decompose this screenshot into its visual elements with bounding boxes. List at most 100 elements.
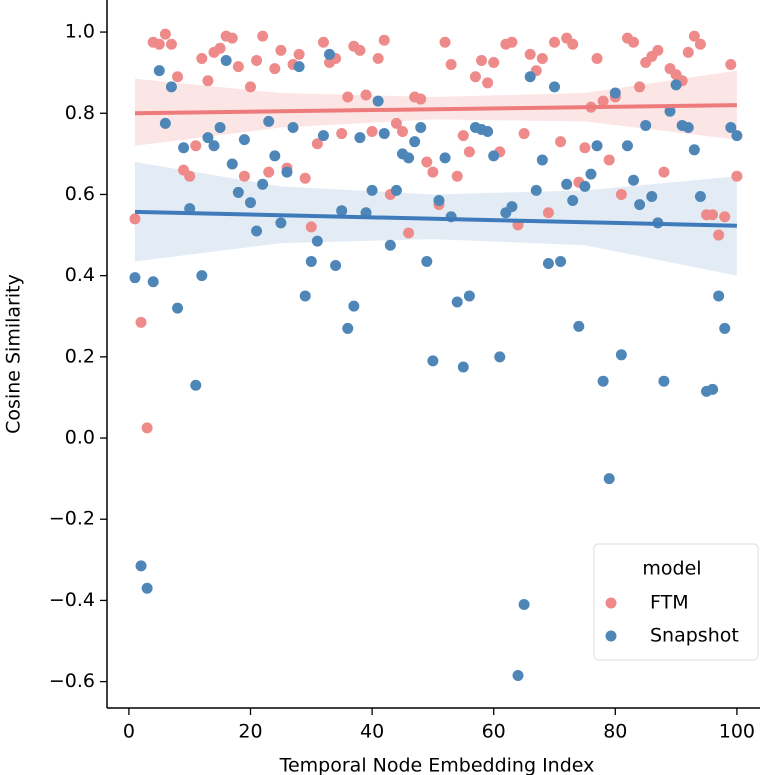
point: [615, 188, 627, 200]
point: [263, 166, 275, 178]
point: [609, 87, 621, 99]
point: [129, 213, 141, 225]
point: [159, 117, 171, 129]
point: [518, 598, 530, 610]
point: [731, 130, 743, 142]
point: [658, 375, 670, 387]
point: [524, 48, 536, 60]
point: [597, 95, 609, 107]
point: [409, 136, 421, 148]
point: [275, 217, 287, 229]
y-tick-label: −0.4: [49, 589, 95, 611]
point: [688, 30, 700, 42]
point: [652, 44, 664, 56]
point: [664, 105, 676, 117]
point: [324, 48, 336, 60]
point: [488, 150, 500, 162]
point: [354, 132, 366, 144]
point: [713, 290, 725, 302]
x-axis-label: Temporal Node Embedding Index: [279, 755, 595, 775]
point: [153, 38, 165, 50]
x-tick-label: 0: [123, 721, 135, 743]
point: [311, 235, 323, 247]
point: [141, 582, 153, 594]
point: [682, 46, 694, 58]
point: [384, 239, 396, 251]
point: [214, 121, 226, 133]
point: [196, 52, 208, 64]
point: [567, 38, 579, 50]
point: [311, 138, 323, 150]
y-tick-label: 0.4: [65, 264, 95, 286]
point: [403, 227, 415, 239]
point: [439, 36, 451, 48]
point: [269, 150, 281, 162]
point: [232, 61, 244, 73]
point: [506, 201, 518, 213]
point: [232, 186, 244, 198]
point: [269, 63, 281, 75]
point: [524, 71, 536, 83]
point: [634, 81, 646, 93]
point: [512, 670, 524, 682]
point: [567, 195, 579, 207]
point: [378, 128, 390, 140]
point: [299, 172, 311, 184]
point: [463, 290, 475, 302]
point: [707, 209, 719, 221]
legend-box: [593, 543, 759, 661]
point: [202, 75, 214, 87]
y-tick-label: 0.6: [65, 183, 95, 205]
point: [251, 225, 263, 237]
legend: model FTM Snapshot: [593, 543, 759, 661]
point: [688, 144, 700, 156]
point: [658, 166, 670, 178]
point: [305, 221, 317, 233]
point: [281, 166, 293, 178]
point: [445, 59, 457, 71]
point: [615, 349, 627, 361]
point: [153, 65, 165, 77]
point: [707, 383, 719, 395]
point: [542, 207, 554, 219]
point: [542, 257, 554, 269]
legend-marker: [605, 630, 617, 642]
point: [719, 322, 731, 334]
point: [403, 152, 415, 164]
point: [238, 170, 250, 182]
x-tick-label: 100: [719, 721, 755, 743]
point: [317, 130, 329, 142]
point: [628, 36, 640, 48]
point: [172, 302, 184, 314]
point: [421, 156, 433, 168]
point: [536, 154, 548, 166]
point: [555, 255, 567, 267]
point: [585, 168, 597, 180]
legend-label: Snapshot: [650, 625, 739, 647]
point: [488, 57, 500, 69]
point: [482, 126, 494, 138]
point: [390, 117, 402, 129]
point: [317, 36, 329, 48]
x-tick-label: 40: [360, 721, 384, 743]
point: [330, 260, 342, 271]
point: [415, 121, 427, 133]
point: [354, 44, 366, 56]
point: [561, 178, 573, 190]
point: [457, 361, 469, 373]
point: [251, 54, 263, 66]
point: [530, 184, 542, 196]
point: [433, 195, 445, 207]
point: [372, 95, 384, 107]
point: [172, 71, 184, 83]
point: [178, 142, 190, 154]
point: [518, 128, 530, 140]
point: [555, 136, 567, 148]
y-axis-label: Cosine Similarity: [3, 274, 25, 434]
point: [165, 38, 177, 50]
point: [214, 42, 226, 54]
point: [226, 158, 238, 170]
point: [573, 320, 585, 332]
legend-marker: [605, 597, 617, 609]
point: [427, 166, 439, 178]
